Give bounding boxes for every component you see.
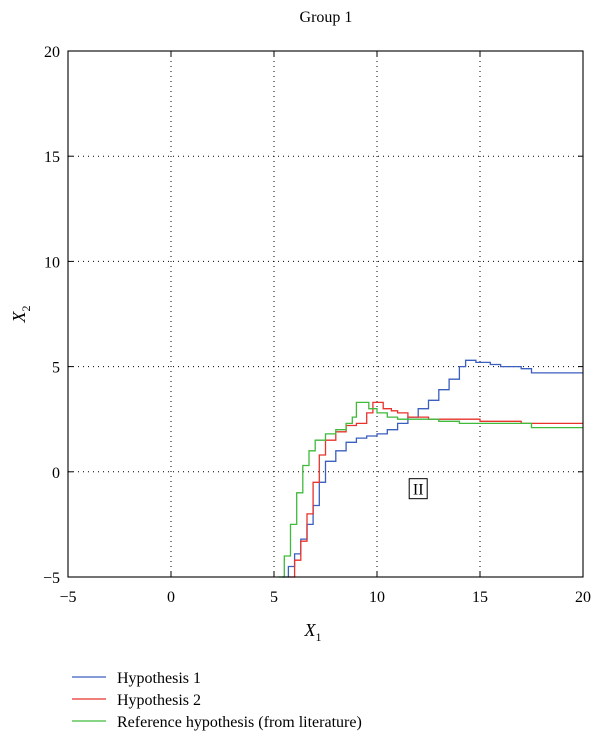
x-tick-label: 5	[270, 589, 278, 606]
plot-frame	[67, 50, 584, 578]
series-line-1	[282, 359, 583, 578]
x-tick-label: 0	[167, 589, 175, 606]
x-tick-label: 15	[472, 589, 488, 606]
series-line-2	[288, 401, 583, 578]
legend-label-3: Reference hypothesis (from literature)	[117, 714, 362, 731]
y-tick-label: 5	[52, 360, 60, 377]
y-tick-label: 15	[44, 149, 60, 166]
legend: Hypothesis 1 Hypothesis 2 Reference hypoth…	[72, 670, 362, 731]
annotations: II	[408, 478, 428, 500]
y-tick-label: 20	[44, 44, 60, 61]
y-tick-labels: −5 0 5 10 15 20	[43, 44, 60, 587]
x-tick-label: −5	[59, 589, 76, 606]
x-tick-labels: −5 0 5 10 15 20	[59, 589, 591, 606]
x-tick-label: 10	[369, 589, 385, 606]
annotation-box	[408, 478, 428, 500]
axis-ticks	[67, 50, 584, 578]
y-axis-label-subscript: 2	[19, 306, 33, 312]
legend-label-1: Hypothesis 1	[117, 670, 201, 687]
y-tick-label: 10	[44, 254, 60, 271]
y-axis-label: X2	[9, 306, 33, 324]
x-axis-label: X1	[304, 620, 322, 644]
chart-title: Group 1	[300, 9, 353, 26]
y-tick-label: −5	[43, 570, 60, 587]
x-tick-label: 20	[575, 589, 591, 606]
x-axis-label-main: X	[304, 620, 317, 640]
series-line-3	[278, 401, 583, 578]
x-axis-label-subscript: 1	[316, 630, 322, 644]
grid-lines	[68, 51, 583, 577]
legend-label-2: Hypothesis 2	[117, 692, 201, 709]
annotation-label: II	[413, 482, 424, 499]
y-tick-label: 0	[52, 465, 60, 482]
y-axis-label-main: X	[9, 311, 29, 324]
series-layer	[278, 359, 583, 578]
